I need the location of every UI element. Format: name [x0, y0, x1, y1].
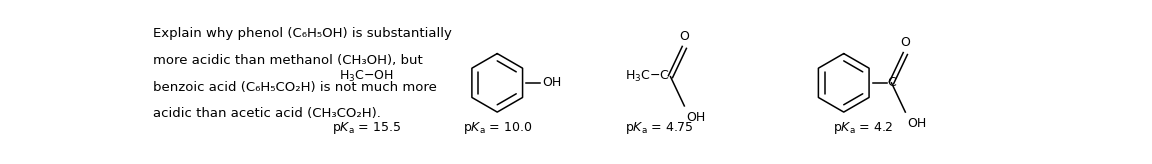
- Text: p$K_\mathrm{a}$ = 15.5: p$K_\mathrm{a}$ = 15.5: [332, 120, 401, 136]
- Text: p$K_\mathrm{a}$ = 4.75: p$K_\mathrm{a}$ = 4.75: [624, 120, 694, 136]
- Text: OH: OH: [685, 111, 705, 123]
- Text: H$_3$C$-$C: H$_3$C$-$C: [626, 69, 669, 84]
- Text: more acidic than methanol (CH₃OH), but: more acidic than methanol (CH₃OH), but: [153, 54, 423, 67]
- Text: H$_3$C$-$OH: H$_3$C$-$OH: [339, 69, 394, 84]
- Text: OH: OH: [907, 117, 926, 130]
- Text: p$K_\mathrm{a}$ = 4.2: p$K_\mathrm{a}$ = 4.2: [833, 120, 893, 136]
- Text: O: O: [901, 36, 910, 49]
- Text: OH: OH: [541, 76, 561, 89]
- Text: Explain why phenol (C₆H₅OH) is substantially: Explain why phenol (C₆H₅OH) is substanti…: [153, 27, 452, 40]
- Text: acidic than acetic acid (CH₃CO₂H).: acidic than acetic acid (CH₃CO₂H).: [153, 107, 381, 121]
- Text: p$K_\mathrm{a}$ = 10.0: p$K_\mathrm{a}$ = 10.0: [463, 120, 532, 136]
- Text: benzoic acid (C₆H₅CO₂H) is not much more: benzoic acid (C₆H₅CO₂H) is not much more: [153, 81, 437, 93]
- Text: O: O: [680, 30, 689, 43]
- Text: C: C: [887, 76, 895, 89]
